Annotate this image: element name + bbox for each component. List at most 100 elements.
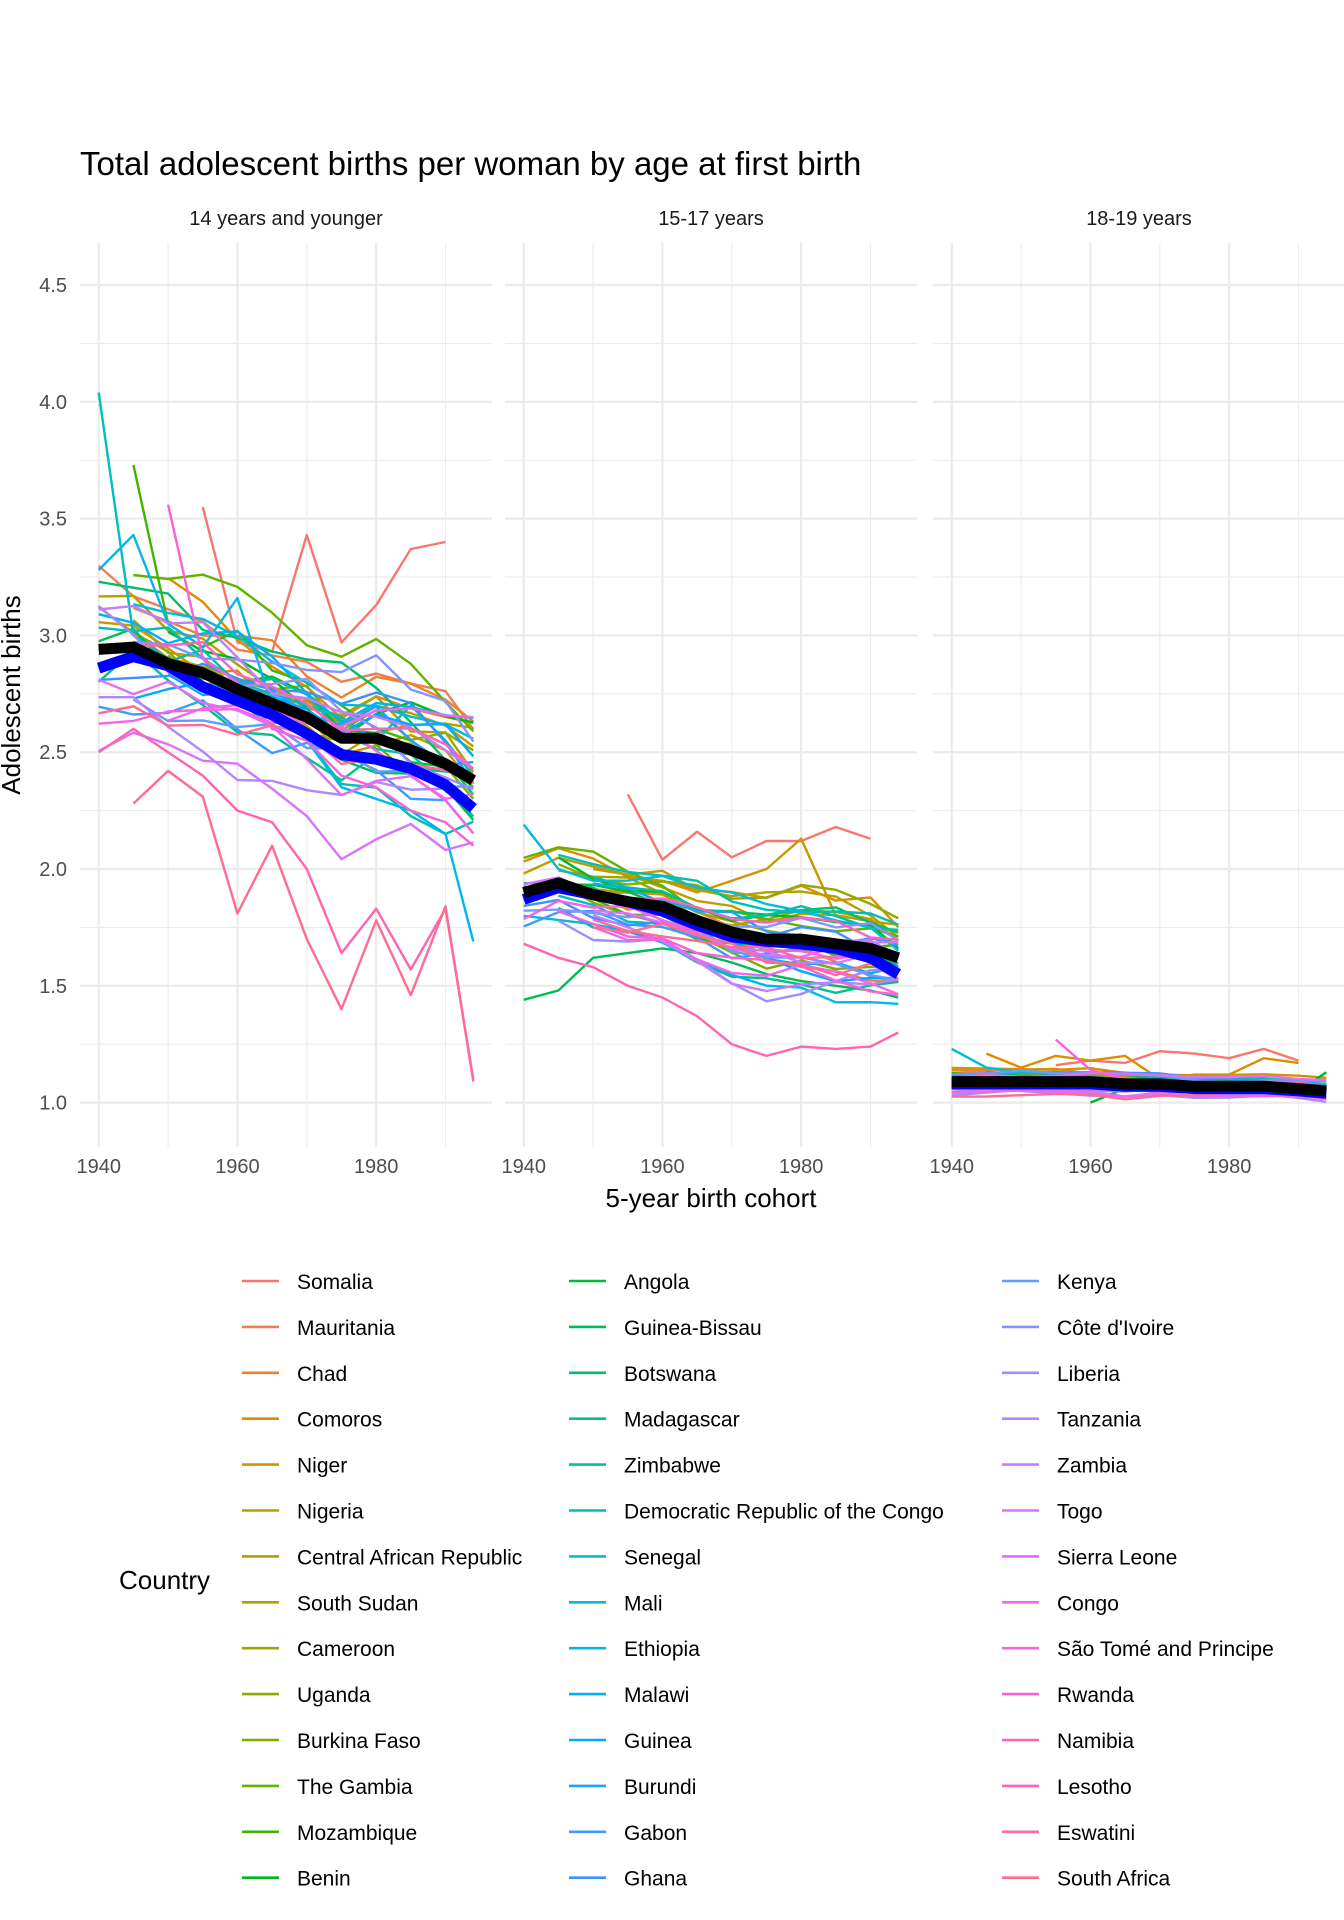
- country-line: [523, 914, 899, 1005]
- legend-item: Gabon: [569, 1822, 687, 1845]
- x-tick-label: 1980: [1207, 1156, 1252, 1178]
- x-tick-label: 1980: [354, 1156, 399, 1178]
- legend-label: Uganda: [297, 1684, 371, 1707]
- legend-label: Chad: [297, 1363, 347, 1386]
- country-line: [133, 573, 475, 733]
- legend-item: Malawi: [569, 1684, 689, 1707]
- legend-item: Chad: [242, 1363, 347, 1386]
- legend-label: Cameroon: [297, 1638, 395, 1661]
- country-line: [523, 942, 899, 1058]
- country-line: [592, 922, 899, 981]
- y-tick-label: 1.5: [39, 976, 67, 998]
- panels: 14 years and younger 1940 1960 1980 1.0 1.5 2.…: [39, 208, 1344, 1178]
- x-tick-label: 1960: [1068, 1156, 1113, 1178]
- legend-label: Mali: [624, 1592, 663, 1615]
- y-tick-label: 4.5: [39, 275, 67, 297]
- legend-item: Somalia: [242, 1271, 373, 1294]
- legend-item: Burkina Faso: [242, 1730, 421, 1753]
- legend-item: Nigeria: [242, 1501, 364, 1524]
- legend-label: Côte d'Ivoire: [1057, 1317, 1174, 1340]
- legend-label: Kenya: [1057, 1271, 1117, 1294]
- legend-item: Sierra Leone: [1002, 1546, 1177, 1569]
- legend-item: South Sudan: [242, 1592, 418, 1615]
- country-line: [592, 926, 899, 996]
- panel-2: 15-17 years 1940 1960 1980: [501, 208, 917, 1178]
- legend-item: Guinea-Bissau: [569, 1317, 762, 1340]
- legend-item: Zambia: [1002, 1455, 1127, 1478]
- legend-item: Angola: [569, 1271, 690, 1294]
- legend-label: Ethiopia: [624, 1638, 700, 1661]
- legend-item: Mozambique: [242, 1822, 417, 1845]
- legend-label: The Gambia: [297, 1776, 413, 1799]
- legend-label: Benin: [297, 1868, 351, 1891]
- legend-item: Cameroon: [242, 1638, 395, 1661]
- legend-item: Lesotho: [1002, 1776, 1132, 1799]
- legend-item: Uganda: [242, 1684, 371, 1707]
- x-tick-label: 1940: [76, 1156, 121, 1178]
- y-tick-label: 1.0: [39, 1093, 67, 1115]
- country-line: [522, 823, 900, 952]
- facet-strip-label: 18-19 years: [1086, 208, 1192, 230]
- legend-item: Senegal: [569, 1546, 701, 1569]
- legend: Country Somalia Mauritania Chad Comoros Nige…: [119, 1271, 1274, 1891]
- x-tick-label: 1940: [929, 1156, 974, 1178]
- legend-item: Rwanda: [1002, 1684, 1134, 1707]
- y-tick-label: 3.5: [39, 509, 67, 531]
- legend-item: Niger: [242, 1455, 347, 1478]
- legend-item: Madagascar: [569, 1409, 740, 1432]
- y-tick-label: 2.0: [39, 859, 67, 881]
- legend-item: Zimbabwe: [569, 1455, 721, 1478]
- country-line: [201, 506, 446, 653]
- country-line: [592, 875, 899, 931]
- legend-item: Ghana: [569, 1868, 687, 1891]
- legend-item: Tanzania: [1002, 1409, 1141, 1432]
- legend-item: Ethiopia: [569, 1638, 700, 1661]
- mean-line-black: [98, 641, 477, 786]
- legend-label: Guinea: [624, 1730, 692, 1753]
- facet-strip-label: 14 years and younger: [189, 208, 383, 230]
- country-line: [523, 856, 899, 926]
- facet-strip-label: 15-17 years: [658, 208, 764, 230]
- panel-3: 18-19 years 1940 1960 1980: [929, 208, 1344, 1178]
- x-tick-label: 1940: [501, 1156, 546, 1178]
- legend-label: Eswatini: [1057, 1822, 1135, 1845]
- legend-label: Burundi: [624, 1776, 696, 1799]
- country-lines: [97, 392, 475, 1082]
- legend-item: Democratic Republic of the Congo: [569, 1501, 944, 1524]
- x-tick-label: 1960: [215, 1156, 260, 1178]
- legend-label: Senegal: [624, 1546, 701, 1569]
- legend-label: Mauritania: [297, 1317, 395, 1340]
- legend-label: Lesotho: [1057, 1776, 1132, 1799]
- legend-item: Eswatini: [1002, 1822, 1135, 1845]
- country-line: [558, 853, 899, 926]
- legend-label: Niger: [297, 1455, 347, 1478]
- y-tick-label: 3.0: [39, 625, 67, 647]
- x-tick-label: 1960: [640, 1156, 685, 1178]
- y-axis-title: Adolescent births: [0, 595, 26, 794]
- legend-label: Burkina Faso: [297, 1730, 421, 1753]
- chart-title: Total adolescent births per woman by age…: [80, 145, 861, 182]
- country-line: [1055, 1047, 1299, 1067]
- legend-item: Mali: [569, 1592, 663, 1615]
- mean-line-black: [522, 877, 901, 964]
- legend-label: Congo: [1057, 1592, 1119, 1615]
- country-line: [98, 731, 474, 861]
- legend-label: Ghana: [624, 1868, 687, 1891]
- legend-label: Nigeria: [297, 1501, 364, 1524]
- legend-item: Guinea: [569, 1730, 692, 1753]
- country-line: [557, 863, 899, 920]
- legend-item: Benin: [242, 1868, 351, 1891]
- legend-label: Sierra Leone: [1057, 1546, 1177, 1569]
- legend-title: Country: [119, 1565, 210, 1595]
- legend-label: Namibia: [1057, 1730, 1134, 1753]
- legend-item: Côte d'Ivoire: [1002, 1317, 1174, 1340]
- country-line: [951, 1089, 1327, 1101]
- legend-label: Tanzania: [1057, 1409, 1141, 1432]
- legend-item: Mauritania: [242, 1317, 395, 1340]
- x-axis-title: 5-year birth cohort: [606, 1183, 818, 1213]
- legend-label: Angola: [624, 1271, 690, 1294]
- country-line: [626, 793, 871, 861]
- legend-label: South Africa: [1057, 1868, 1171, 1891]
- legend-label: Botswana: [624, 1363, 717, 1386]
- legend-label: São Tomé and Principe: [1057, 1638, 1274, 1661]
